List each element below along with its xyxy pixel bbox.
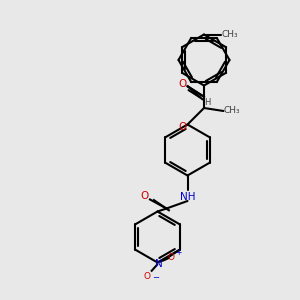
- Text: O: O: [178, 122, 186, 132]
- Text: O: O: [178, 79, 186, 89]
- Text: +: +: [176, 248, 182, 257]
- Text: O: O: [167, 253, 174, 262]
- Text: H: H: [204, 98, 211, 107]
- Text: O: O: [140, 191, 149, 202]
- Text: −: −: [153, 273, 160, 282]
- Text: CH₃: CH₃: [221, 30, 238, 39]
- Text: O: O: [144, 272, 151, 280]
- Text: NH: NH: [180, 192, 196, 202]
- Text: N: N: [155, 259, 163, 269]
- Text: CH₃: CH₃: [224, 106, 240, 116]
